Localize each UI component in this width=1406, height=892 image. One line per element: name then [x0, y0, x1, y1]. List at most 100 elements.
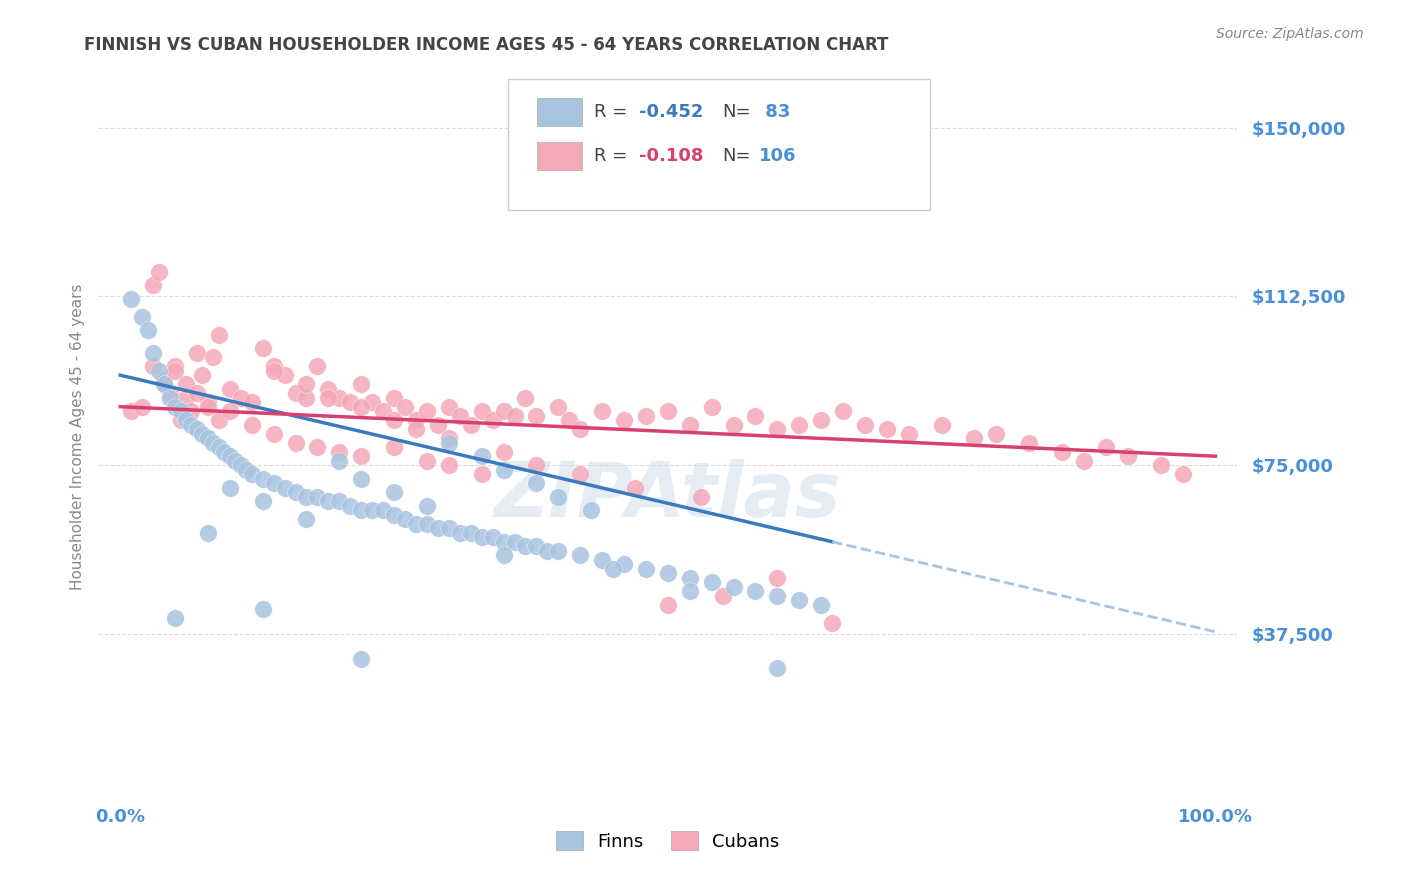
- Point: [382, 413, 405, 427]
- Point: [437, 521, 460, 535]
- Point: [339, 395, 361, 409]
- Point: [481, 530, 503, 544]
- Point: [416, 453, 439, 467]
- Point: [197, 525, 219, 540]
- Point: [437, 400, 460, 414]
- Point: [657, 598, 679, 612]
- Point: [120, 292, 142, 306]
- Point: [252, 494, 274, 508]
- Point: [229, 458, 252, 473]
- Point: [526, 458, 548, 473]
- Point: [1095, 440, 1118, 454]
- Point: [492, 548, 515, 562]
- Point: [191, 426, 214, 441]
- Point: [263, 426, 285, 441]
- Text: -0.108: -0.108: [640, 147, 704, 165]
- Point: [350, 652, 373, 666]
- Point: [405, 422, 427, 436]
- Point: [165, 364, 187, 378]
- Point: [766, 661, 789, 675]
- Point: [821, 615, 844, 630]
- Point: [371, 404, 394, 418]
- Point: [744, 584, 766, 599]
- Point: [437, 458, 460, 473]
- Point: [350, 472, 373, 486]
- Point: [197, 431, 219, 445]
- Point: [218, 404, 240, 418]
- Point: [252, 341, 274, 355]
- Point: [460, 417, 482, 432]
- Point: [471, 530, 494, 544]
- Point: [174, 391, 197, 405]
- Point: [159, 386, 181, 401]
- FancyBboxPatch shape: [537, 98, 582, 127]
- Point: [165, 359, 187, 374]
- Point: [136, 323, 159, 337]
- Point: [405, 516, 427, 531]
- Point: [208, 413, 231, 427]
- Point: [853, 417, 876, 432]
- Point: [229, 391, 252, 405]
- Point: [963, 431, 986, 445]
- Point: [569, 422, 592, 436]
- Point: [416, 499, 439, 513]
- Point: [174, 413, 197, 427]
- Point: [153, 377, 176, 392]
- Point: [416, 404, 439, 418]
- Point: [240, 417, 263, 432]
- Point: [148, 265, 170, 279]
- Point: [361, 503, 384, 517]
- Point: [328, 444, 350, 458]
- Point: [284, 435, 307, 450]
- Point: [449, 525, 471, 540]
- Text: -0.452: -0.452: [640, 103, 704, 121]
- Point: [437, 435, 460, 450]
- Point: [208, 440, 231, 454]
- Point: [120, 404, 142, 418]
- Point: [202, 435, 225, 450]
- Point: [273, 368, 295, 383]
- Point: [679, 584, 702, 599]
- Point: [723, 580, 745, 594]
- Point: [547, 400, 569, 414]
- Point: [460, 525, 482, 540]
- Point: [492, 404, 515, 418]
- Point: [350, 400, 373, 414]
- Point: [394, 512, 416, 526]
- Point: [318, 494, 340, 508]
- Point: [634, 562, 657, 576]
- Point: [723, 417, 745, 432]
- Point: [307, 490, 329, 504]
- Point: [252, 472, 274, 486]
- Point: [613, 413, 636, 427]
- Point: [1149, 458, 1171, 473]
- Point: [159, 391, 181, 405]
- Point: [492, 534, 515, 549]
- Point: [547, 490, 569, 504]
- Point: [142, 345, 165, 359]
- Point: [1116, 449, 1139, 463]
- Text: ZIPAtlas: ZIPAtlas: [494, 458, 842, 533]
- Point: [295, 377, 318, 392]
- Point: [515, 539, 537, 553]
- Point: [526, 539, 548, 553]
- Point: [1073, 453, 1095, 467]
- Point: [142, 278, 165, 293]
- Point: [471, 404, 494, 418]
- Point: [197, 400, 219, 414]
- Point: [295, 512, 318, 526]
- Point: [558, 413, 581, 427]
- Point: [449, 409, 471, 423]
- Point: [679, 417, 702, 432]
- Point: [180, 417, 202, 432]
- Point: [591, 553, 613, 567]
- Point: [339, 499, 361, 513]
- Point: [689, 490, 711, 504]
- Point: [810, 598, 832, 612]
- Text: N=: N=: [723, 147, 751, 165]
- Point: [492, 463, 515, 477]
- Point: [273, 481, 295, 495]
- Point: [503, 409, 526, 423]
- Point: [1018, 435, 1040, 450]
- Point: [624, 481, 647, 495]
